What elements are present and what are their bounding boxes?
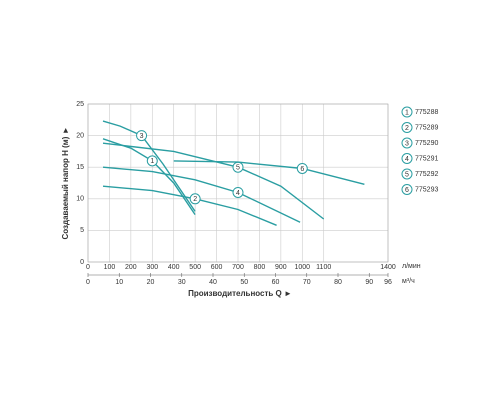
- x2-tick-label: 50: [240, 279, 248, 286]
- x2-unit: м³/ч: [402, 278, 415, 285]
- x-unit: л/мин: [402, 263, 421, 270]
- legend-marker: [401, 168, 413, 180]
- curve-marker-label: 5: [236, 165, 240, 172]
- legend-marker-label: 4: [405, 156, 409, 163]
- legend-marker-label: 1: [405, 109, 409, 116]
- x-tick-label: 1100: [316, 264, 331, 271]
- x2-tick-label: 80: [334, 279, 342, 286]
- x2-tick-label: 90: [365, 279, 373, 286]
- x2-tick-label: 30: [178, 279, 186, 286]
- x2-tick-label: 70: [303, 279, 311, 286]
- x-tick-label: 300: [146, 264, 158, 271]
- legend-label: 775291: [415, 155, 438, 162]
- x-tick-label: 500: [189, 264, 201, 271]
- x-tick-label: 100: [104, 264, 116, 271]
- x-tick-label: 400: [168, 264, 180, 271]
- curve-marker: [146, 155, 158, 167]
- curve-marker: [136, 130, 148, 142]
- y-tick-label: 5: [80, 227, 84, 234]
- x-tick-label: 0: [86, 264, 90, 271]
- curve-marker-label: 1: [150, 158, 154, 165]
- curve: [102, 166, 301, 223]
- y-tick-label: 15: [76, 164, 84, 171]
- legend-marker: [401, 184, 413, 195]
- y-tick-label: 20: [76, 132, 84, 139]
- legend-marker: [401, 137, 413, 149]
- legend-label: 775292: [415, 171, 438, 178]
- legend-marker: [401, 122, 413, 133]
- curve: [102, 142, 325, 220]
- x2-tick-label: 60: [272, 279, 280, 286]
- x-tick-label: 1000: [294, 264, 310, 271]
- y-tick-label: 25: [76, 101, 84, 108]
- curve-marker: [189, 193, 201, 205]
- y-tick-label: 10: [76, 196, 84, 203]
- x-tick-label: 900: [275, 264, 287, 271]
- curve: [173, 160, 365, 185]
- y-tick-label: 0: [80, 259, 84, 266]
- curve-marker: [296, 162, 308, 174]
- legend-marker-label: 2: [405, 125, 409, 132]
- x-tick-label: 800: [254, 264, 266, 271]
- x2-tick-label: 40: [209, 279, 217, 286]
- curve-marker-label: 6: [300, 166, 304, 173]
- legend-marker-label: 5: [405, 171, 409, 178]
- curve-marker-label: 2: [193, 196, 197, 203]
- curve-marker: [232, 186, 244, 198]
- legend-marker-label: 3: [405, 140, 409, 147]
- legend-marker: [401, 153, 413, 164]
- x-tick-label: 1400: [380, 264, 396, 271]
- curve: [102, 120, 196, 212]
- curve-marker-label: 3: [140, 133, 144, 140]
- legend-marker-label: 6: [405, 187, 409, 194]
- x2-tick-label: 10: [115, 279, 123, 286]
- y-axis-title: Создаваемый напор H (м) ►: [61, 126, 70, 239]
- x2-tick-label: 0: [86, 279, 90, 286]
- legend-marker: [401, 106, 413, 118]
- x-tick-label: 700: [232, 264, 244, 271]
- x2-tick-label: 96: [384, 279, 392, 286]
- plot-frame: [87, 103, 389, 263]
- x-tick-label: 600: [211, 264, 223, 271]
- legend-label: 775289: [415, 124, 438, 131]
- legend-label: 775288: [415, 109, 438, 116]
- legend-label: 775290: [415, 140, 438, 147]
- x2-tick-label: 20: [147, 279, 155, 286]
- legend-label: 775293: [415, 186, 438, 193]
- curve-marker-label: 4: [236, 190, 240, 197]
- x-tick-label: 200: [125, 264, 137, 271]
- x-axis-title: Производительность Q ►: [188, 289, 292, 298]
